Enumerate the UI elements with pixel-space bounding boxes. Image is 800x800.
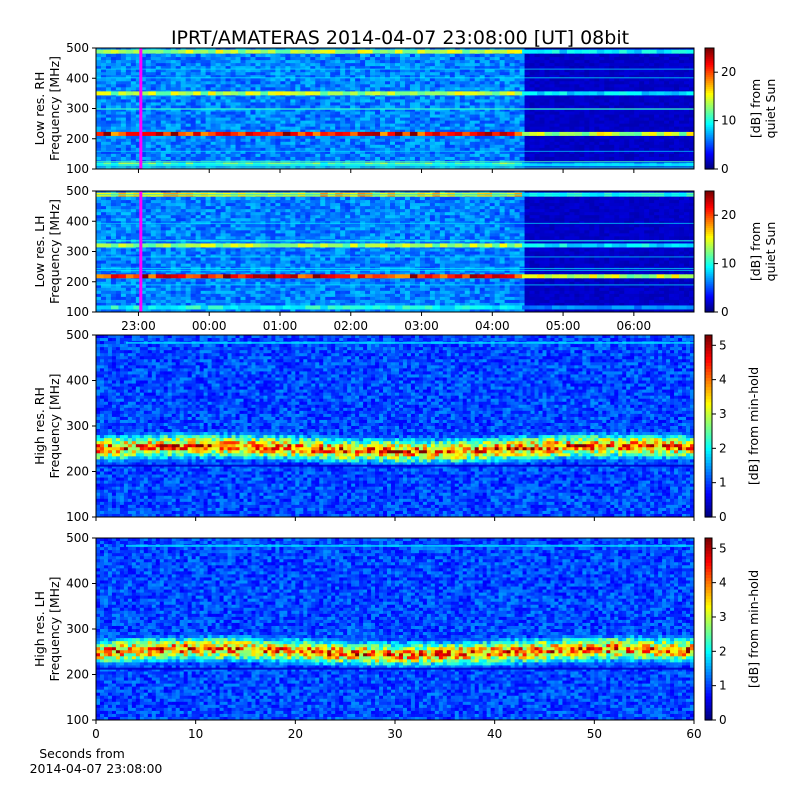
y-tick-label: 300 <box>66 102 89 116</box>
y-tick-label: 300 <box>66 245 89 259</box>
x-tick-label: 23:00 <box>121 319 156 333</box>
colorbar-tick-label: 4 <box>719 576 727 590</box>
colorbar-label: quiet Sun <box>763 79 778 139</box>
y-tick-label: 500 <box>66 531 89 545</box>
colorbar-label: [dB] from min-hold <box>746 570 761 688</box>
x-tick-label: 00:00 <box>192 319 227 333</box>
y-tick-label: 400 <box>66 214 89 228</box>
x-tick-label: 20 <box>288 727 303 741</box>
colorbar: 0 10 20 [dB] from quiet Sun <box>704 190 778 319</box>
x-tick-label: 01:00 <box>263 319 298 333</box>
colorbar-tick-label: 0 <box>721 162 729 176</box>
colorbar-label: [dB] from min-hold <box>746 367 761 485</box>
spectrogram-image <box>96 48 694 169</box>
colorbar-tick-label: 3 <box>719 407 727 421</box>
x-tick-label: 06:00 <box>617 319 652 333</box>
y-axis-label: High res. RH <box>32 387 47 465</box>
y-axis-label: High res. LH <box>32 591 47 667</box>
y-tick-label: 100 <box>66 713 89 727</box>
y-tick-label: 200 <box>66 465 89 479</box>
colorbar-tick-label: 5 <box>719 541 727 555</box>
colorbar-tick-label: 10 <box>721 114 736 128</box>
y-tick-label: 500 <box>66 41 89 55</box>
y-axis-label: Frequency [MHz] <box>47 576 62 681</box>
x-axis-label: Seconds from <box>39 746 125 761</box>
y-tick-label: 300 <box>66 622 89 636</box>
spectrogram-image <box>96 538 694 720</box>
x-tick-label: 05:00 <box>546 319 581 333</box>
y-tick-label: 200 <box>66 132 89 146</box>
colorbar-label: [dB] from <box>748 222 763 281</box>
y-tick-label: 400 <box>66 71 89 85</box>
y-tick-label: 200 <box>66 275 89 289</box>
x-tick-label: 04:00 <box>475 319 510 333</box>
y-tick-label: 500 <box>66 328 89 342</box>
y-axis-label: Frequency [MHz] <box>47 199 62 304</box>
x-tick-label: 10 <box>188 727 203 741</box>
colorbar-label: quiet Sun <box>763 222 778 282</box>
colorbar: 0 1 2 3 4 5 [dB] from min-hold <box>704 537 761 727</box>
spectrogram-image <box>96 335 694 517</box>
y-tick-label: 400 <box>66 374 89 388</box>
colorbar-tick-label: 20 <box>721 65 736 79</box>
y-axis-label: Low res. LH <box>32 216 47 288</box>
x-tick-label: 40 <box>487 727 502 741</box>
x-axis-label: 2014-04-07 23:08:00 <box>30 761 163 776</box>
y-tick-label: 100 <box>66 305 89 319</box>
figure-title: IPRT/AMATERAS 2014-04-07 23:08:00 [UT] 0… <box>171 27 629 49</box>
colorbar-tick-label: 2 <box>719 644 727 658</box>
colorbar-tick-label: 3 <box>719 610 727 624</box>
colorbar-label: [dB] from <box>748 79 763 138</box>
colorbar-tick-label: 10 <box>721 257 736 271</box>
colorbar: 0 1 2 3 4 5 [dB] from min-hold <box>704 334 761 524</box>
colorbar-tick-label: 5 <box>719 338 727 352</box>
y-axis-label: Frequency [MHz] <box>47 56 62 161</box>
spectrogram-image <box>96 191 694 312</box>
colorbar-tick-label: 0 <box>719 510 727 524</box>
x-tick-label: 02:00 <box>333 319 368 333</box>
colorbar-tick-label: 20 <box>721 208 736 222</box>
x-tick-label: 60 <box>686 727 701 741</box>
colorbar-tick-label: 0 <box>719 713 727 727</box>
x-tick-label: 03:00 <box>404 319 439 333</box>
colorbar-tick-label: 4 <box>719 373 727 387</box>
y-tick-label: 500 <box>66 184 89 198</box>
x-tick-label: 30 <box>387 727 402 741</box>
x-tick-label: 0 <box>92 727 100 741</box>
colorbar: 0 10 20 [dB] from quiet Sun <box>704 47 778 176</box>
y-axis-label: Frequency [MHz] <box>47 373 62 478</box>
colorbar-tick-label: 1 <box>719 679 727 693</box>
colorbar-tick-label: 0 <box>721 305 729 319</box>
y-tick-label: 100 <box>66 510 89 524</box>
y-tick-label: 400 <box>66 577 89 591</box>
y-tick-label: 300 <box>66 419 89 433</box>
panel-high-rh: 100 200 300 400 500 High res. RH Frequency [MH… <box>32 328 761 524</box>
colorbar-tick-label: 1 <box>719 476 727 490</box>
colorbar-tick-label: 2 <box>719 441 727 455</box>
y-tick-label: 100 <box>66 162 89 176</box>
x-tick-label: 50 <box>587 727 602 741</box>
y-tick-label: 200 <box>66 668 89 682</box>
y-axis-label: Low res. RH <box>32 72 47 146</box>
